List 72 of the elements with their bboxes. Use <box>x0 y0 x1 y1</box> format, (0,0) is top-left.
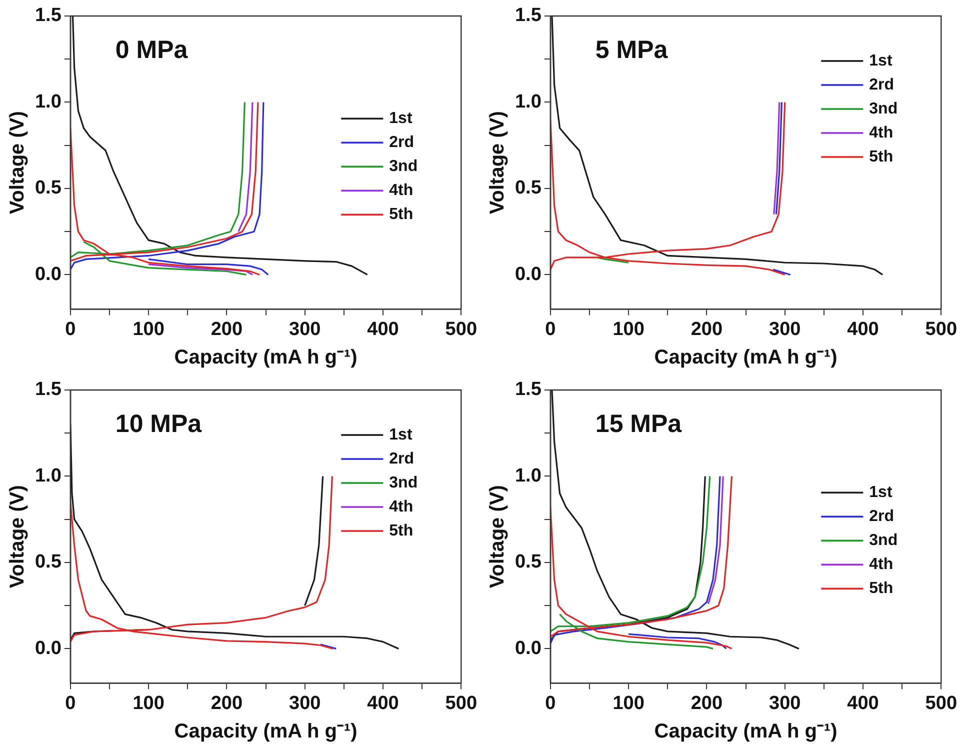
x-tick-label: 500 <box>445 318 477 340</box>
x-tick-label: 300 <box>289 318 321 340</box>
x-tick-label: 0 <box>65 318 76 340</box>
y-axis-title: Voltage (V) <box>6 111 29 214</box>
legend-label: 4th <box>869 556 894 574</box>
y-tick-label: 0.0 <box>514 264 542 285</box>
y-tick-label: 0.5 <box>514 178 542 199</box>
legend-label: 4th <box>389 182 414 200</box>
x-tick-label: 200 <box>690 318 723 340</box>
y-tick-label: 1.5 <box>34 5 62 26</box>
x-tick-label: 100 <box>132 692 164 714</box>
x-axis-title: Capacity (mA h g⁻¹) <box>174 346 358 369</box>
legend-label: 4th <box>389 498 414 516</box>
x-tick-label: 400 <box>847 692 879 714</box>
legend-label: 5th <box>389 206 414 224</box>
legend-label: 2rd <box>389 134 414 152</box>
x-axis-title: Capacity (mA h g⁻¹) <box>654 720 838 743</box>
x-tick-label: 300 <box>289 692 321 714</box>
y-tick-label: 0.0 <box>34 264 62 285</box>
legend-label: 1st <box>389 110 413 128</box>
x-tick-label: 0 <box>545 318 556 340</box>
x-tick-label: 300 <box>769 318 801 340</box>
x-tick-label: 100 <box>612 318 644 340</box>
x-tick-label: 300 <box>769 692 801 714</box>
legend-label: 1st <box>869 52 893 70</box>
legend-label: 2rd <box>869 76 894 94</box>
text: 10 MPa <box>115 410 203 438</box>
y-tick-label: 1.5 <box>34 379 62 400</box>
y-axis-title: Voltage (V) <box>486 485 509 588</box>
x-axis-title: Capacity (mA h g⁻¹) <box>174 720 358 743</box>
y-tick-label: 0.5 <box>34 178 62 199</box>
text: 0 MPa <box>115 36 189 64</box>
y-tick-label: 1.0 <box>514 91 542 112</box>
x-tick-label: 100 <box>132 318 164 340</box>
legend-label: 4th <box>869 124 894 142</box>
legend-label: 3nd <box>869 100 898 118</box>
legend-label: 5th <box>869 580 894 598</box>
y-tick-label: 1.0 <box>514 465 542 486</box>
text: 5 MPa <box>595 36 669 64</box>
x-tick-label: 0 <box>65 692 76 714</box>
y-tick-label: 0.0 <box>34 638 62 659</box>
x-tick-label: 200 <box>210 692 243 714</box>
legend-label: 5th <box>869 148 894 166</box>
legend-label: 3nd <box>389 474 418 492</box>
legend-label: 2rd <box>869 508 894 526</box>
x-tick-label: 400 <box>847 318 879 340</box>
legend-label: 1st <box>389 426 413 444</box>
y-axis-title: Voltage (V) <box>486 111 509 214</box>
legend-label: 5th <box>389 522 414 540</box>
x-tick-label: 400 <box>367 318 399 340</box>
legend-label: 3nd <box>389 158 418 176</box>
x-tick-label: 500 <box>925 692 957 714</box>
x-tick-label: 100 <box>612 692 644 714</box>
legend-label: 3nd <box>869 532 898 550</box>
x-axis-title: Capacity (mA h g⁻¹) <box>654 346 838 369</box>
x-tick-label: 0 <box>545 692 556 714</box>
y-tick-label: 1.5 <box>514 379 542 400</box>
y-tick-label: 0.5 <box>514 552 542 573</box>
y-tick-label: 1.0 <box>34 465 62 486</box>
y-tick-label: 1.0 <box>34 91 62 112</box>
y-tick-label: 1.5 <box>514 5 542 26</box>
y-axis-title: Voltage (V) <box>6 485 29 588</box>
text: 15 MPa <box>595 410 683 438</box>
x-tick-label: 500 <box>445 692 477 714</box>
y-tick-label: 0.5 <box>34 552 62 573</box>
x-tick-label: 200 <box>210 318 243 340</box>
y-tick-label: 0.0 <box>514 638 542 659</box>
x-tick-label: 200 <box>690 692 723 714</box>
x-tick-label: 400 <box>367 692 399 714</box>
legend-label: 2rd <box>389 450 414 468</box>
x-tick-label: 500 <box>925 318 957 340</box>
legend-label: 1st <box>869 484 893 502</box>
